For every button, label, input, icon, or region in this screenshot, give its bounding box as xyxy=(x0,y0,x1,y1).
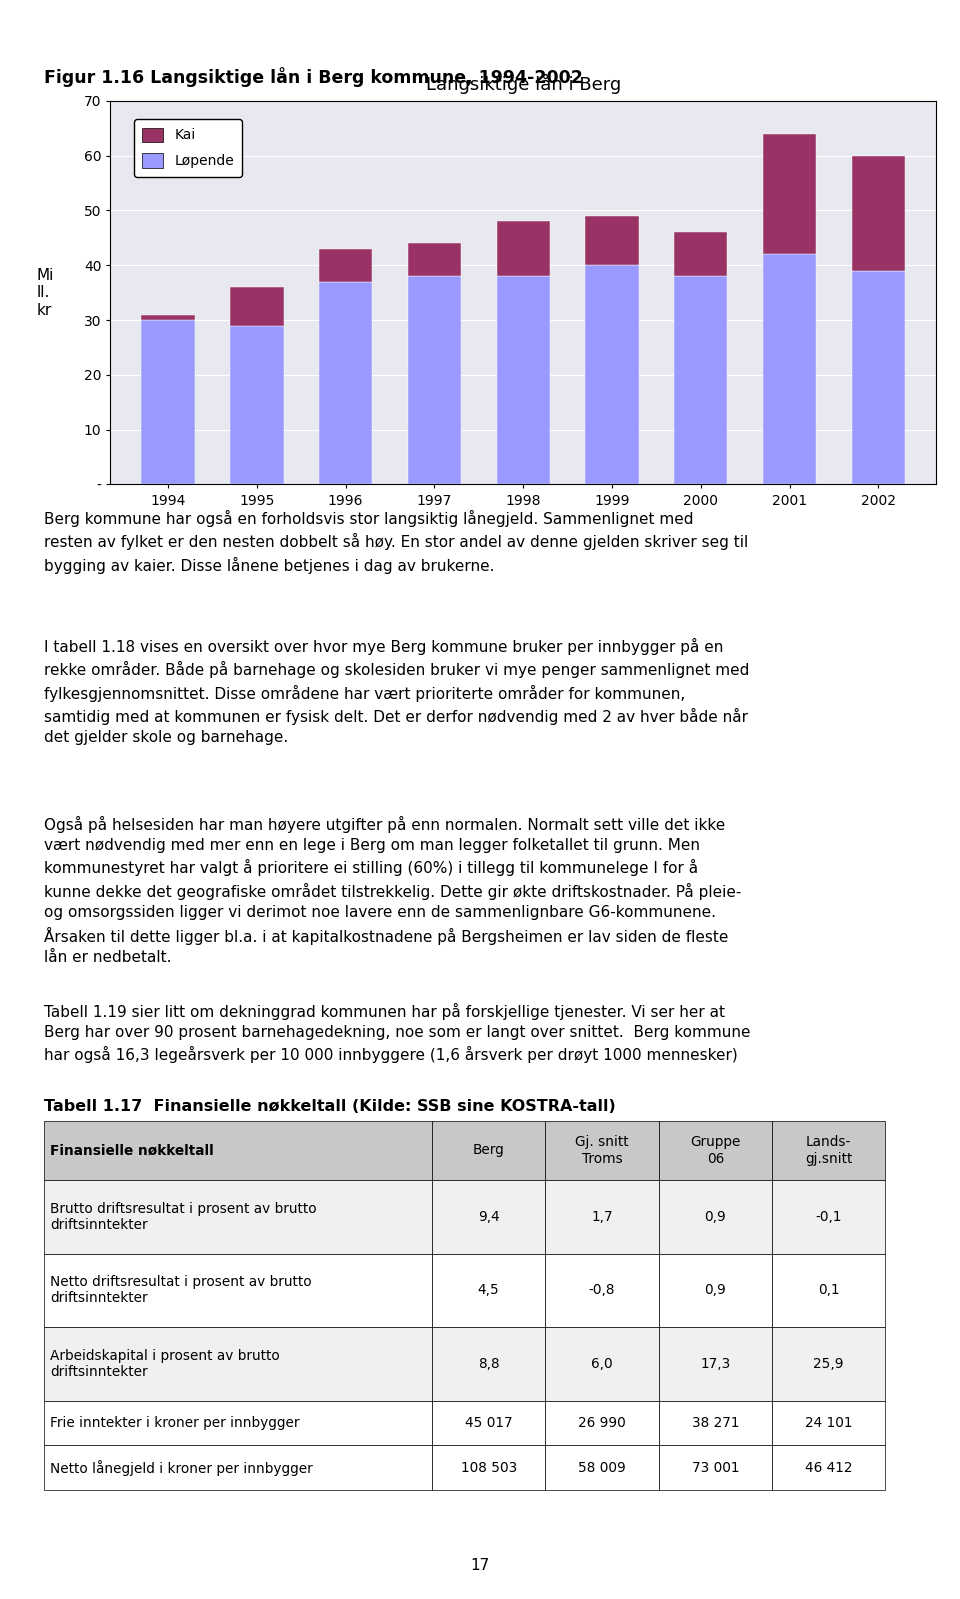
Bar xyxy=(763,254,816,484)
Bar xyxy=(852,270,905,484)
Text: 26 990: 26 990 xyxy=(578,1417,626,1430)
Bar xyxy=(230,288,283,326)
Text: 17,3: 17,3 xyxy=(700,1358,731,1370)
Bar xyxy=(496,221,550,277)
Text: 6,0: 6,0 xyxy=(591,1358,612,1370)
Text: Frie inntekter i kroner per innbygger: Frie inntekter i kroner per innbygger xyxy=(50,1417,300,1430)
Bar xyxy=(496,277,550,484)
Bar xyxy=(141,320,195,484)
Text: Lands-
gj.snitt: Lands- gj.snitt xyxy=(805,1135,852,1166)
Text: 0,1: 0,1 xyxy=(818,1284,839,1297)
Y-axis label: Mi
ll.
kr: Mi ll. kr xyxy=(36,267,54,318)
Text: Figur 1.16 Langsiktige lån i Berg kommune, 1994-2002: Figur 1.16 Langsiktige lån i Berg kommun… xyxy=(44,67,583,86)
Text: Gj. snitt
Troms: Gj. snitt Troms xyxy=(575,1135,629,1166)
Bar xyxy=(674,277,728,484)
Text: 46 412: 46 412 xyxy=(804,1461,852,1474)
Text: Gruppe
06: Gruppe 06 xyxy=(690,1135,740,1166)
Text: 108 503: 108 503 xyxy=(461,1461,516,1474)
Bar xyxy=(763,134,816,254)
Bar xyxy=(319,281,372,484)
Text: 45 017: 45 017 xyxy=(465,1417,513,1430)
Text: 0,9: 0,9 xyxy=(705,1284,726,1297)
Bar xyxy=(408,243,461,277)
Bar xyxy=(674,232,728,277)
Text: Netto driftsresultat i prosent av brutto
driftsinntekter: Netto driftsresultat i prosent av brutto… xyxy=(50,1276,312,1305)
Bar xyxy=(408,277,461,484)
Text: 73 001: 73 001 xyxy=(691,1461,739,1474)
Text: Arbeidskapital i prosent av brutto
driftsinntekter: Arbeidskapital i prosent av brutto drift… xyxy=(50,1350,279,1378)
Text: Tabell 1.17  Finansielle nøkkeltall (Kilde: SSB sine KOSTRA-tall): Tabell 1.17 Finansielle nøkkeltall (Kild… xyxy=(44,1099,616,1113)
Text: Tabell 1.19 sier litt om dekninggrad kommunen har på forskjellige tjenester. Vi : Tabell 1.19 sier litt om dekninggrad kom… xyxy=(44,1003,751,1063)
Text: Berg kommune har også en forholdsvis stor langsiktig lånegjeld. Sammenlignet med: Berg kommune har også en forholdsvis sto… xyxy=(44,510,749,574)
Title: Langsiktige lån i Berg: Langsiktige lån i Berg xyxy=(425,74,621,94)
Text: Berg: Berg xyxy=(473,1143,505,1158)
Bar xyxy=(141,315,195,320)
Bar xyxy=(586,216,638,265)
Text: 1,7: 1,7 xyxy=(591,1210,612,1223)
Text: 24 101: 24 101 xyxy=(804,1417,852,1430)
Text: 4,5: 4,5 xyxy=(478,1284,499,1297)
Text: Netto lånegjeld i kroner per innbygger: Netto lånegjeld i kroner per innbygger xyxy=(50,1460,313,1476)
Text: 9,4: 9,4 xyxy=(478,1210,499,1223)
Text: -0,8: -0,8 xyxy=(588,1284,615,1297)
Text: 0,9: 0,9 xyxy=(705,1210,726,1223)
Bar xyxy=(230,326,283,484)
Text: 58 009: 58 009 xyxy=(578,1461,626,1474)
Bar xyxy=(319,249,372,281)
Text: -0,1: -0,1 xyxy=(815,1210,842,1223)
Text: Finansielle nøkkeltall: Finansielle nøkkeltall xyxy=(50,1143,214,1158)
Text: Også på helsesiden har man høyere utgifter på enn normalen. Normalt sett ville d: Også på helsesiden har man høyere utgift… xyxy=(44,815,741,966)
Text: Brutto driftsresultat i prosent av brutto
driftsinntekter: Brutto driftsresultat i prosent av brutt… xyxy=(50,1202,317,1231)
Text: 38 271: 38 271 xyxy=(691,1417,739,1430)
Legend: Kai, Løpende: Kai, Løpende xyxy=(133,120,242,176)
Bar xyxy=(852,155,905,270)
Text: 25,9: 25,9 xyxy=(813,1358,844,1370)
Text: 8,8: 8,8 xyxy=(478,1358,499,1370)
Bar xyxy=(586,265,638,484)
Text: 17: 17 xyxy=(470,1559,490,1573)
Text: I tabell 1.18 vises en oversikt over hvor mye Berg kommune bruker per innbygger : I tabell 1.18 vises en oversikt over hvo… xyxy=(44,638,750,745)
